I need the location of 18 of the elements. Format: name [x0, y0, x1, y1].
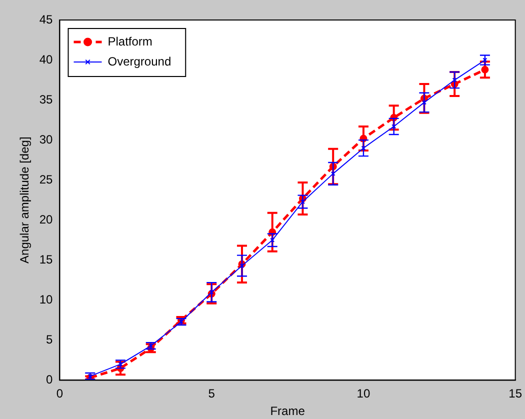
x-tick-label: 5	[208, 386, 216, 401]
y-tick-label: 25	[39, 172, 54, 186]
y-tick-label: 20	[39, 212, 54, 226]
x-tick-label: 15	[508, 386, 522, 401]
legend-label: Platform	[108, 34, 152, 48]
x-tick-label: 10	[356, 386, 370, 401]
y-tick-label: 30	[39, 132, 54, 146]
y-axis-title: Angular amplitude [deg]	[18, 136, 32, 264]
x-tick-label: 0	[56, 386, 64, 401]
y-tick-label: 40	[39, 52, 54, 66]
y-tick-label: 10	[39, 292, 54, 306]
y-tick-label: 15	[39, 252, 54, 266]
y-tick-label: 35	[39, 92, 54, 106]
y-tick-label: 45	[39, 12, 54, 26]
legend-label: Overground	[108, 54, 172, 68]
y-tick-label: 0	[46, 372, 54, 387]
y-tick-label: 5	[46, 332, 54, 346]
x-axis-title: Frame	[270, 404, 306, 418]
